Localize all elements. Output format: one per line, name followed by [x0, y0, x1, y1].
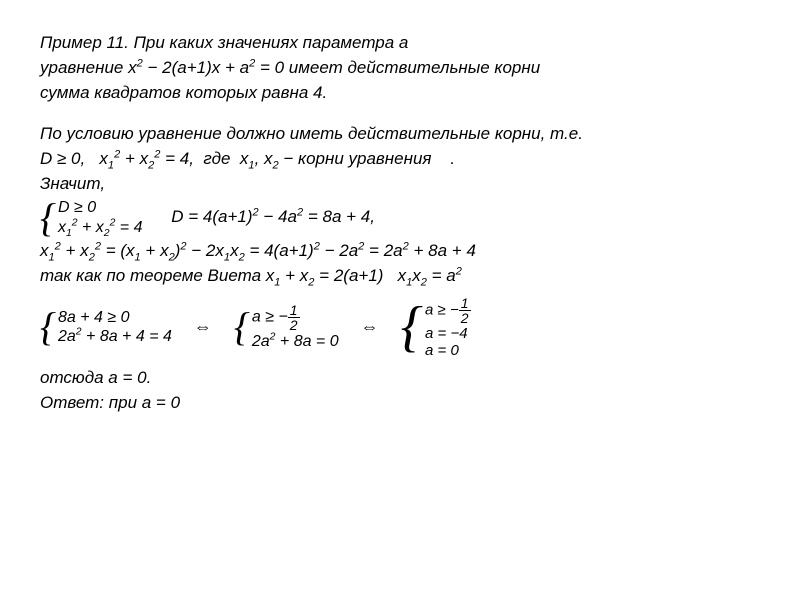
- sys4-row3: a = 0: [425, 342, 470, 359]
- sys1-row2: x12 + x22 = 4: [58, 218, 143, 237]
- solution-line-1: По условию уравнение должно иметь действ…: [40, 123, 760, 146]
- iff-icon: ⇔: [361, 315, 379, 339]
- system-1: { D ≥ 0 x12 + x22 = 4 D = 4(a+1)2 − 4a2 …: [40, 198, 760, 238]
- system-chain: { 8a + 4 ≥ 0 2a2 + 8a + 4 = 4 ⇔ { a ≥ −1…: [40, 296, 760, 360]
- sys3-row1: a ≥ −12: [252, 303, 339, 332]
- text: D ≥ 0, x12 + x22 = 4, где x1, x2 − корни…: [40, 149, 455, 168]
- sys3-row2: 2a2 + 8a = 0: [252, 332, 339, 351]
- equation: x2 − 2(a+1)x + a2 = 0: [128, 58, 284, 77]
- vieta-text: так как по теореме Виета: [40, 266, 266, 285]
- problem-line-1: Пример 11. При каких значениях параметра…: [40, 32, 760, 55]
- sys1-row1: D ≥ 0: [58, 198, 143, 217]
- problem-line-3: сумма квадратов которых равна 4.: [40, 82, 760, 105]
- answer-line-1: отсюда a = 0.: [40, 367, 760, 390]
- left-brace-icon: {: [40, 198, 56, 238]
- left-brace-icon: {: [234, 307, 250, 347]
- text: имеет действительные корни: [284, 58, 540, 77]
- sys4-row2: a = −4: [425, 325, 470, 342]
- solution-line-3: Значит,: [40, 173, 760, 196]
- problem-line-2: уравнение x2 − 2(a+1)x + a2 = 0 имеет де…: [40, 57, 760, 80]
- expand-line: x12 + x22 = (x1 + x2)2 − 2x1x2 = 4(a+1)2…: [40, 240, 760, 263]
- left-brace-icon: {: [40, 307, 56, 347]
- solution-line-2: D ≥ 0, x12 + x22 = 4, где x1, x2 − корни…: [40, 148, 760, 171]
- discriminant: D = 4(a+1)2 − 4a2 = 8a + 4,: [171, 207, 375, 226]
- sys2-row2: 2a2 + 8a + 4 = 4: [58, 327, 172, 346]
- sys2-row1: 8a + 4 ≥ 0: [58, 308, 172, 327]
- vieta-line: так как по теореме Виета x1 + x2 = 2(a+1…: [40, 265, 760, 288]
- answer-line-2: Ответ: при a = 0: [40, 392, 760, 415]
- sys4-row1: a ≥ −12: [425, 296, 470, 325]
- left-brace-icon: {: [401, 302, 423, 352]
- iff-icon: ⇔: [194, 315, 212, 339]
- text: уравнение: [40, 58, 128, 77]
